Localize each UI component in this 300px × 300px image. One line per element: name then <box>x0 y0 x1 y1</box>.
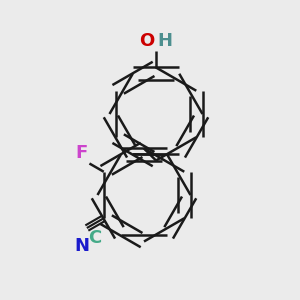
Text: N: N <box>74 237 89 255</box>
Text: H: H <box>158 32 172 50</box>
Text: F: F <box>76 144 88 162</box>
Text: C: C <box>88 229 101 247</box>
Text: O: O <box>139 32 154 50</box>
